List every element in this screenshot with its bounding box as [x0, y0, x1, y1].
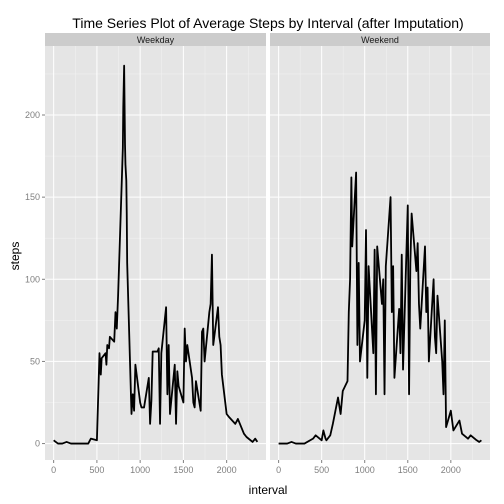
- x-axis-title: interval: [249, 483, 288, 497]
- panel-weekday-x-ticks: 0 500 1000 1500 2000: [51, 460, 237, 475]
- x-tick-label: 1000: [130, 465, 150, 475]
- x-tick-label: 0: [51, 465, 56, 475]
- y-tick-label: 100: [25, 274, 40, 284]
- x-tick-label: 1500: [173, 465, 193, 475]
- panel-weekend-x-ticks: 0 500 1000 1500 2000: [276, 460, 461, 475]
- x-tick-label: 0: [276, 465, 281, 475]
- x-tick-label: 500: [314, 465, 329, 475]
- x-tick-label: 1500: [398, 465, 418, 475]
- y-axis-title: steps: [8, 242, 22, 271]
- panel-weekend-background: [270, 46, 490, 460]
- panel-weekday: Weekday 0 500 1000 1500 2000: [45, 33, 266, 475]
- panel-weekend: Weekend 0 500 1000 1500 2000: [270, 33, 490, 475]
- y-tick-label: 150: [25, 192, 40, 202]
- strip-weekday-background: [45, 33, 266, 46]
- y-tick-label: 0: [35, 439, 40, 449]
- panel-weekday-grid: [45, 46, 266, 460]
- series-line-weekday: [53, 64, 259, 445]
- x-tick-label: 2000: [217, 465, 237, 475]
- panel-weekday-background: [45, 46, 266, 460]
- y-tick-label: 50: [30, 356, 40, 366]
- strip-weekday-label: Weekday: [137, 35, 175, 45]
- series-line-weekend: [278, 171, 482, 445]
- y-axis-ticks: 0 50 100 150 200: [25, 110, 45, 449]
- strip-weekend-label: Weekend: [361, 35, 399, 45]
- x-tick-label: 1000: [355, 465, 375, 475]
- strip-weekend-background: [270, 33, 490, 46]
- x-tick-label: 2000: [441, 465, 461, 475]
- y-tick-label: 200: [25, 110, 40, 120]
- x-tick-label: 500: [89, 465, 104, 475]
- panel-weekend-grid: [270, 46, 490, 460]
- chart-title: Time Series Plot of Average Steps by Int…: [72, 15, 463, 31]
